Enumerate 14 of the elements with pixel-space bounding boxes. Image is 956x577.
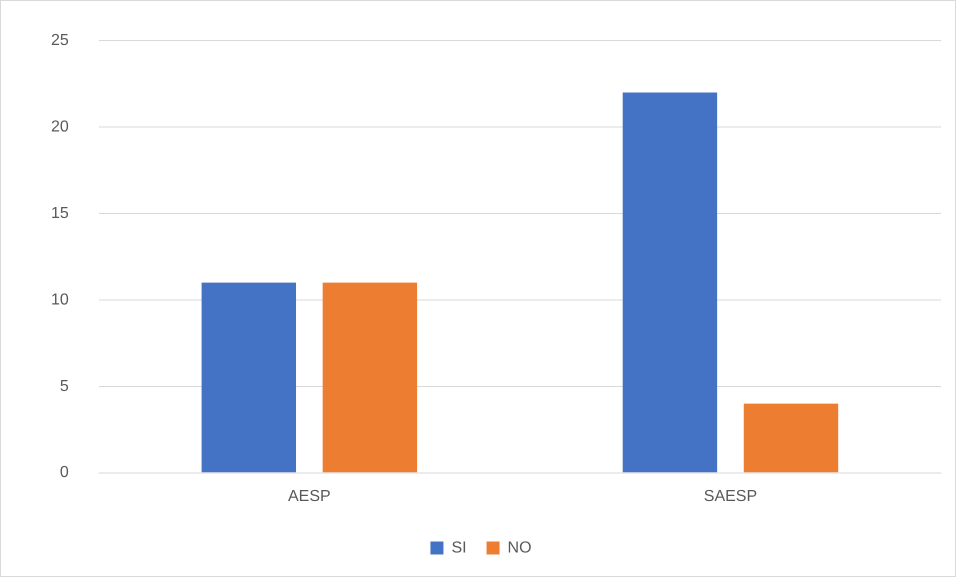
y-tick-label: 10 <box>51 291 69 308</box>
bar <box>622 92 718 472</box>
y-tick-label: 0 <box>60 464 69 482</box>
y-tick-label: 15 <box>51 204 69 222</box>
legend-label: NO <box>508 539 532 556</box>
y-tick-label: 20 <box>51 118 69 136</box>
y-tick-label: 5 <box>60 378 69 395</box>
bar <box>322 282 418 472</box>
x-tick-label: AESP <box>288 488 331 505</box>
y-tick-label: 25 <box>51 32 69 50</box>
bar <box>744 404 838 472</box>
legend-label: SI <box>451 539 467 556</box>
x-tick-label: SAESP <box>704 488 758 505</box>
bar <box>202 282 296 472</box>
